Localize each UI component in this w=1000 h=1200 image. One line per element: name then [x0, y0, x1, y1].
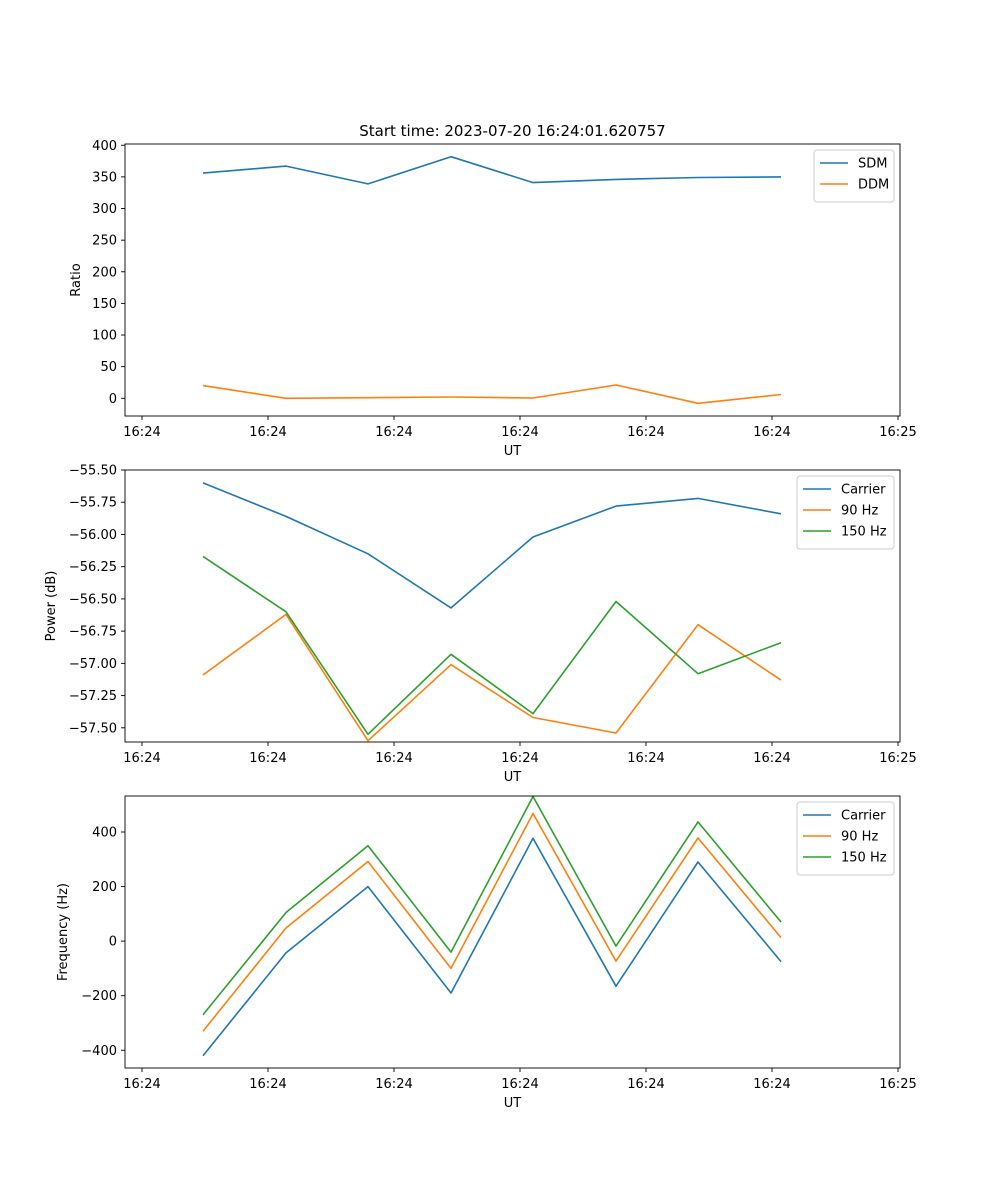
x-tick-label: 16:24	[249, 1077, 286, 1092]
series-line-ddm	[202, 384, 782, 405]
legend-label: Carrier	[841, 809, 886, 824]
y-tick-label: −55.75	[69, 496, 117, 511]
y-tick-label: 0	[109, 935, 117, 950]
legend-label: 90 Hz	[841, 504, 878, 519]
legend-label: DDM	[858, 178, 889, 193]
y-axis-label: Power (dB)	[44, 571, 59, 642]
y-tick-label: 150	[92, 297, 117, 312]
y-tick-label: −57.00	[69, 657, 117, 672]
x-tick-label: 16:24	[249, 425, 286, 440]
y-tick-label: −57.25	[69, 689, 117, 704]
y-axis-label: Frequency (Hz)	[56, 883, 71, 981]
x-tick-label: 16:24	[249, 751, 286, 766]
series-line-sdm	[202, 155, 782, 185]
series-line-90-hz	[202, 812, 782, 1032]
series-line-90-hz	[202, 613, 782, 742]
x-tick-label: 16:24	[123, 1077, 160, 1092]
x-tick-label: 16:24	[627, 425, 664, 440]
plot-frame	[124, 143, 901, 417]
y-tick-label: −57.50	[69, 721, 117, 736]
y-tick-label: −56.00	[69, 528, 117, 543]
chart-panel-3: −400 −200 0 200 400 16:24 16:24 16:24 16:24 16:24…	[56, 795, 917, 1111]
x-tick-label: 16:25	[879, 1077, 916, 1092]
series-line-carrier	[202, 482, 782, 609]
x-axis-label: UT	[504, 444, 522, 459]
x-tick-label: 16:24	[753, 751, 790, 766]
y-tick-label: 200	[92, 265, 117, 280]
x-tick-label: 16:24	[501, 425, 538, 440]
x-axis-label: UT	[504, 770, 522, 785]
legend-label: 150 Hz	[841, 851, 887, 866]
legend-label: 90 Hz	[841, 830, 878, 845]
y-tick-label: −200	[81, 989, 117, 1004]
plot-frame	[124, 795, 901, 1069]
legend-label: Carrier	[841, 483, 886, 498]
x-tick-label: 16:24	[753, 1077, 790, 1092]
chart-panel-2: −57.50 −57.25 −57.00 −56.75 −56.50 −56.25 −56.…	[44, 464, 917, 786]
x-tick-label: 16:24	[501, 751, 538, 766]
y-axis-label: Ratio	[69, 263, 84, 296]
x-tick-label: 16:24	[123, 425, 160, 440]
y-tick-label: −400	[81, 1044, 117, 1059]
chart-panel-1: Start time: 2023-07-20 16:24:01.620757 0 5…	[69, 122, 917, 459]
y-tick-label: 100	[92, 329, 117, 344]
x-tick-label: 16:24	[627, 1077, 664, 1092]
legend-label: SDM	[858, 157, 887, 172]
x-tick-label: 16:24	[375, 425, 412, 440]
x-tick-label: 16:24	[123, 751, 160, 766]
y-tick-label: 350	[92, 170, 117, 185]
series-line-150-hz	[202, 795, 782, 1016]
x-tick-label: 16:24	[627, 751, 664, 766]
y-tick-label: 50	[100, 360, 117, 375]
y-tick-label: −56.50	[69, 592, 117, 607]
series-line-carrier	[202, 837, 782, 1057]
x-tick-label: 16:24	[753, 425, 790, 440]
x-tick-label: 16:24	[375, 751, 412, 766]
plot-frame	[124, 469, 901, 743]
x-tick-label: 16:24	[375, 1077, 412, 1092]
series-line-150-hz	[202, 555, 782, 736]
y-tick-label: 400	[92, 139, 117, 154]
y-tick-label: 200	[92, 880, 117, 895]
y-tick-label: −56.25	[69, 560, 117, 575]
x-tick-label: 16:24	[501, 1077, 538, 1092]
y-tick-label: 250	[92, 234, 117, 249]
x-axis-label: UT	[504, 1096, 522, 1111]
y-tick-label: −55.50	[69, 464, 117, 479]
x-tick-label: 16:25	[879, 425, 916, 440]
y-tick-label: 400	[92, 826, 117, 841]
y-tick-label: 300	[92, 202, 117, 217]
y-tick-label: 0	[109, 392, 117, 407]
legend-label: 150 Hz	[841, 525, 887, 540]
y-tick-label: −56.75	[69, 625, 117, 640]
chart-title: Start time: 2023-07-20 16:24:01.620757	[359, 122, 665, 140]
x-tick-label: 16:25	[879, 751, 916, 766]
